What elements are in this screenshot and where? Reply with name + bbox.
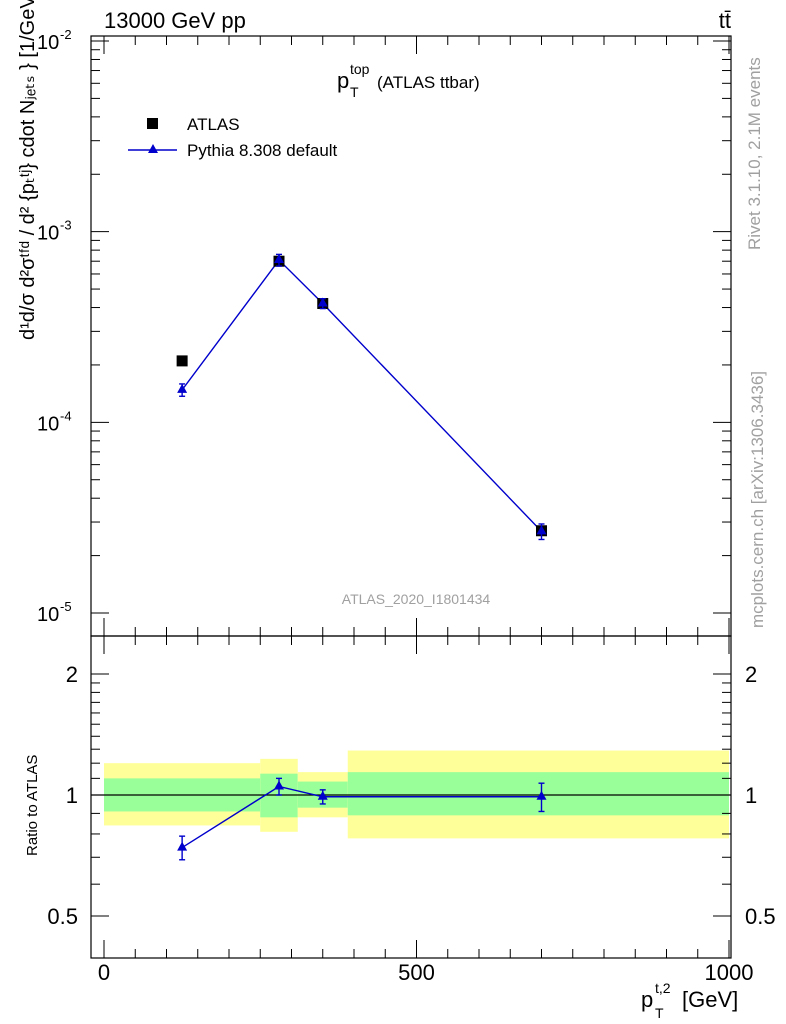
ratio-data-point xyxy=(536,790,547,800)
ratio-data-point xyxy=(177,841,188,851)
energy-label: 13000 GeV pp xyxy=(104,8,246,33)
main-title: p top T (ATLAS ttbar) xyxy=(337,61,480,100)
ratio-frame xyxy=(90,635,732,959)
main-y-tick-exponent: -4 xyxy=(60,408,72,423)
main-y-tick-label: 10 xyxy=(37,32,59,54)
x-label-main: p xyxy=(641,987,653,1012)
main-y-tick-exponent: -2 xyxy=(60,27,72,42)
x-tick-label: 1000 xyxy=(705,960,754,985)
ratio-y-axis-label: Ratio to ATLAS xyxy=(24,755,41,856)
x-tick-label: 0 xyxy=(98,960,110,985)
ratio-y-tick-label-right: 1 xyxy=(745,783,757,808)
ratio-y-tick-label: 2 xyxy=(66,662,78,687)
title-superscript: top xyxy=(350,61,370,77)
main-y-tick-label: 10 xyxy=(37,223,59,245)
ratio-pythia-line xyxy=(181,785,542,849)
x-tick-label: 500 xyxy=(398,960,435,985)
x-label-superscript: t,2 xyxy=(655,980,671,996)
legend-marker-pythia xyxy=(148,144,158,153)
ratio-inner-band xyxy=(347,772,729,816)
title-subscript: T xyxy=(350,84,359,100)
ratio-panel: 0.5 0.5 1 1 2 2 0 500 1000 xyxy=(47,635,776,985)
pythia-line xyxy=(181,258,543,532)
pythia-data-point xyxy=(177,383,188,393)
main-y-tick-label: 10 xyxy=(37,604,59,626)
legend: ATLAS Pythia 8.308 default xyxy=(128,115,338,160)
main-y-axis-label-text: d¹d/σ d²σᵗᶠᵈ / d² {pₜᵗʲ} cdot Nⱼₑₜₛ } [1… xyxy=(17,0,39,340)
title-suffix: (ATLAS ttbar) xyxy=(377,73,480,92)
legend-label-pythia: Pythia 8.308 default xyxy=(187,141,338,160)
title-main: p xyxy=(337,68,349,93)
x-axis-label: p t,2 T [GeV] xyxy=(641,980,738,1021)
ratio-y-tick-label: 1 xyxy=(66,783,78,808)
main-y-axis-label: d¹d/σ d²σᵗᶠᵈ / d² {pₜᵗʲ} cdot Nⱼₑₜₛ } [1… xyxy=(17,0,39,340)
analysis-label: ATLAS_2020_I1801434 xyxy=(342,591,491,607)
main-y-tick-exponent: -5 xyxy=(60,599,72,614)
x-label-suffix: [GeV] xyxy=(682,987,738,1012)
x-label-subscript: T xyxy=(655,1005,664,1021)
ratio-y-tick-label-right: 2 xyxy=(745,662,757,687)
main-panel: 10-510-410-310-2 xyxy=(37,27,732,637)
pythia-data-point xyxy=(274,254,284,264)
mcplots-label: mcplots.cern.ch [arXiv:1306.3436] xyxy=(748,371,767,628)
ratio-y-tick-label: 0.5 xyxy=(47,904,78,929)
main-y-tick-exponent: -3 xyxy=(60,218,72,233)
process-label: tt̄ xyxy=(719,8,731,33)
legend-label-atlas: ATLAS xyxy=(187,115,240,134)
pythia-data-point xyxy=(317,297,328,307)
pythia-data-point xyxy=(536,525,547,535)
atlas-data-point xyxy=(176,355,188,367)
legend-marker-atlas xyxy=(147,118,158,129)
ratio-y-tick-label-right: 0.5 xyxy=(745,904,776,929)
rivet-version-label: Rivet 3.1.10, 2.1M events xyxy=(745,57,764,250)
main-y-tick-label: 10 xyxy=(37,413,59,435)
ratio-data-point xyxy=(274,780,284,790)
ratio-data-point xyxy=(317,790,328,800)
